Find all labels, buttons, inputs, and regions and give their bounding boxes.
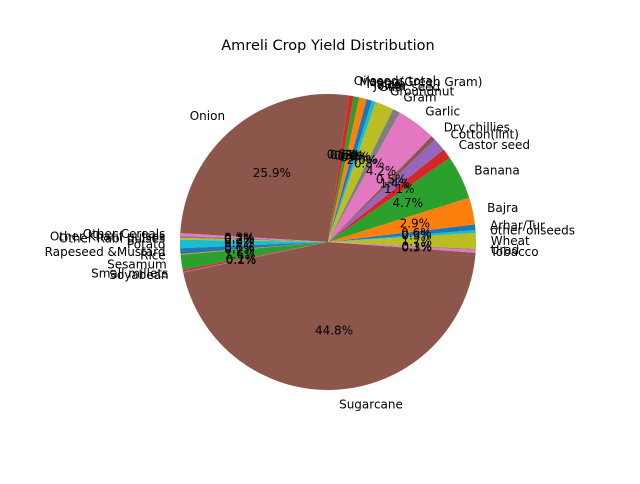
pie-slice-gram [328, 109, 400, 242]
pie-slice-small-millets [182, 242, 328, 272]
slice-percent-rapeseed-mustard: 0.6% [224, 240, 255, 254]
pie-slice-onion [180, 93, 350, 242]
slice-percent-guar-seed: 0.4% [340, 151, 371, 165]
slice-label-gram: Gram [403, 91, 436, 105]
slice-label-rice: Rice [140, 249, 166, 263]
pie-slice-potato [180, 239, 328, 249]
slice-percent-potato: 0.9% [224, 236, 255, 250]
slice-label-moong-green-gram: Moong(Green Gram) [359, 75, 482, 89]
slice-percent-oilseeds-total: 0.5% [327, 147, 358, 161]
pie-slice-other-cereals [180, 233, 328, 242]
pie-slice-bajra [328, 197, 475, 242]
slice-percent-bajra: 2.9% [400, 216, 431, 230]
slice-percent-tobacco: 0.3% [401, 241, 432, 255]
slice-label-soyabean: Soyabean [109, 268, 168, 282]
slice-percent-urad: 0.1% [401, 239, 432, 253]
pie-slices [180, 93, 477, 390]
slice-label-wheat: Wheat [491, 234, 530, 248]
slice-label-small-millets: Small millets [91, 267, 168, 281]
slice-label-groundnut: Groundnut [390, 85, 454, 99]
pie-slice-castor-seed [328, 149, 450, 242]
slice-percent-small-millets: 0.2% [226, 252, 257, 266]
pie-slice-soyabean [183, 242, 328, 273]
slice-percent-sugarcane: 44.8% [315, 324, 353, 338]
slice-label-maize: Maize [366, 77, 401, 91]
pie-slice-groundnut [328, 101, 394, 242]
pie-slice-rice [180, 242, 328, 255]
slice-percent-other-rabi-pulses: 0.2% [224, 233, 255, 247]
slice-label-rapeseed-mustard: Rapeseed &Mustard [45, 245, 166, 259]
slice-percent-soyabean: 0.1% [226, 253, 257, 267]
slice-percent-garlic: 4.2% [366, 164, 397, 178]
slice-percent-other-cereals: 0.3% [224, 231, 255, 245]
pie-slice-other-kharif-pulses [180, 236, 328, 242]
slice-label-garlic: Garlic [425, 104, 460, 118]
pie-slice-dry-chillies [328, 136, 435, 242]
slice-label-other-kharif-pulses: Other Kharif pulses [50, 229, 165, 243]
pie-slice-other-oilseeds [328, 230, 476, 242]
slice-label-dry-chillies: Dry chillies [444, 121, 510, 135]
slice-label-bajra: Bajra [487, 201, 518, 215]
chart-title: Amreli Crop Yield Distribution [221, 38, 434, 54]
slice-label-urad: Urad [491, 243, 520, 257]
pie-slice-moong-green-gram [328, 96, 360, 242]
pie-slice-jowar [328, 99, 373, 243]
slice-label-other-cereals: Other Cereals [83, 227, 166, 241]
pie-slice-sesamum [180, 242, 328, 270]
slice-percent-jowar: 0.6% [338, 150, 369, 164]
slice-label-guar-seed: Guar seed [378, 80, 440, 94]
slice-label-potato: Potato [127, 237, 165, 251]
pie-slice-banana [328, 157, 470, 242]
slice-label-other-rabi-pulses: Other Rabi pulses [59, 232, 166, 246]
pie-slice-oilseeds-total [328, 95, 354, 242]
pie-slice-rapeseed-mustard [180, 242, 328, 254]
pie-slice-other-rabi-pulses [180, 237, 328, 242]
slice-percent-rice: 0.1% [224, 242, 255, 256]
slice-percent-moong-green-gram: 0.6% [330, 148, 361, 162]
slice-label-jowar: Jowar [372, 79, 406, 93]
slice-percent-maize: 0.8% [334, 149, 365, 163]
pie-slice-arhar-tur [328, 224, 476, 242]
slice-label-cotton-lint: Cotton(lint) [450, 128, 518, 142]
slice-percent-arhar-tur: 0.6% [401, 226, 432, 240]
slice-label-other-oilseeds: other oilseeds [490, 223, 575, 237]
slice-percent-cotton-lint: 1.4% [380, 176, 411, 190]
pie-slice-guar-seed [328, 100, 376, 243]
slice-label-sesamum: Sesamum [107, 257, 167, 271]
slice-label-sugarcane: Sugarcane [339, 397, 403, 411]
pie-slice-cotton-lint [328, 139, 444, 242]
pie-slice-urad [328, 242, 476, 250]
pie-slice-tobacco [328, 242, 476, 253]
pie-slice-sugarcane [183, 242, 476, 390]
slice-percent-wheat: 1.7% [402, 234, 433, 248]
pie-percent-labels: 0.5%25.9%0.3%0.2%0.2%0.9%0.6%0.1%1.6%0.2… [224, 147, 432, 337]
slice-percent-groundnut: 2.0% [347, 153, 378, 167]
slice-label-onion: Onion [190, 109, 225, 123]
slice-percent-gram: 0.8% [354, 156, 385, 170]
pie-slice-maize [328, 97, 367, 242]
slice-percent-other-kharif-pulses: 0.2% [224, 232, 255, 246]
slice-label-tobacco: Tobacco [489, 245, 538, 259]
slice-label-castor-seed: Castor seed [459, 138, 530, 152]
pie-slice-wheat [328, 232, 477, 249]
slice-label-oilseeds-total: Oilseeds total [354, 74, 436, 88]
slice-label-banana: Banana [474, 164, 520, 178]
slice-percent-sesamum: 1.6% [225, 247, 256, 261]
slice-label-arhar-tur: Arhar/Tur [490, 219, 545, 233]
slice-percent-castor-seed: 1.1% [384, 182, 415, 196]
slice-percent-banana: 4.7% [393, 196, 424, 210]
slice-percent-other-oilseeds: 0.3% [401, 229, 432, 243]
pie-slice-garlic [328, 112, 432, 242]
slice-percent-onion: 25.9% [253, 166, 291, 180]
slice-percent-dry-chillies: 0.5% [376, 173, 407, 187]
